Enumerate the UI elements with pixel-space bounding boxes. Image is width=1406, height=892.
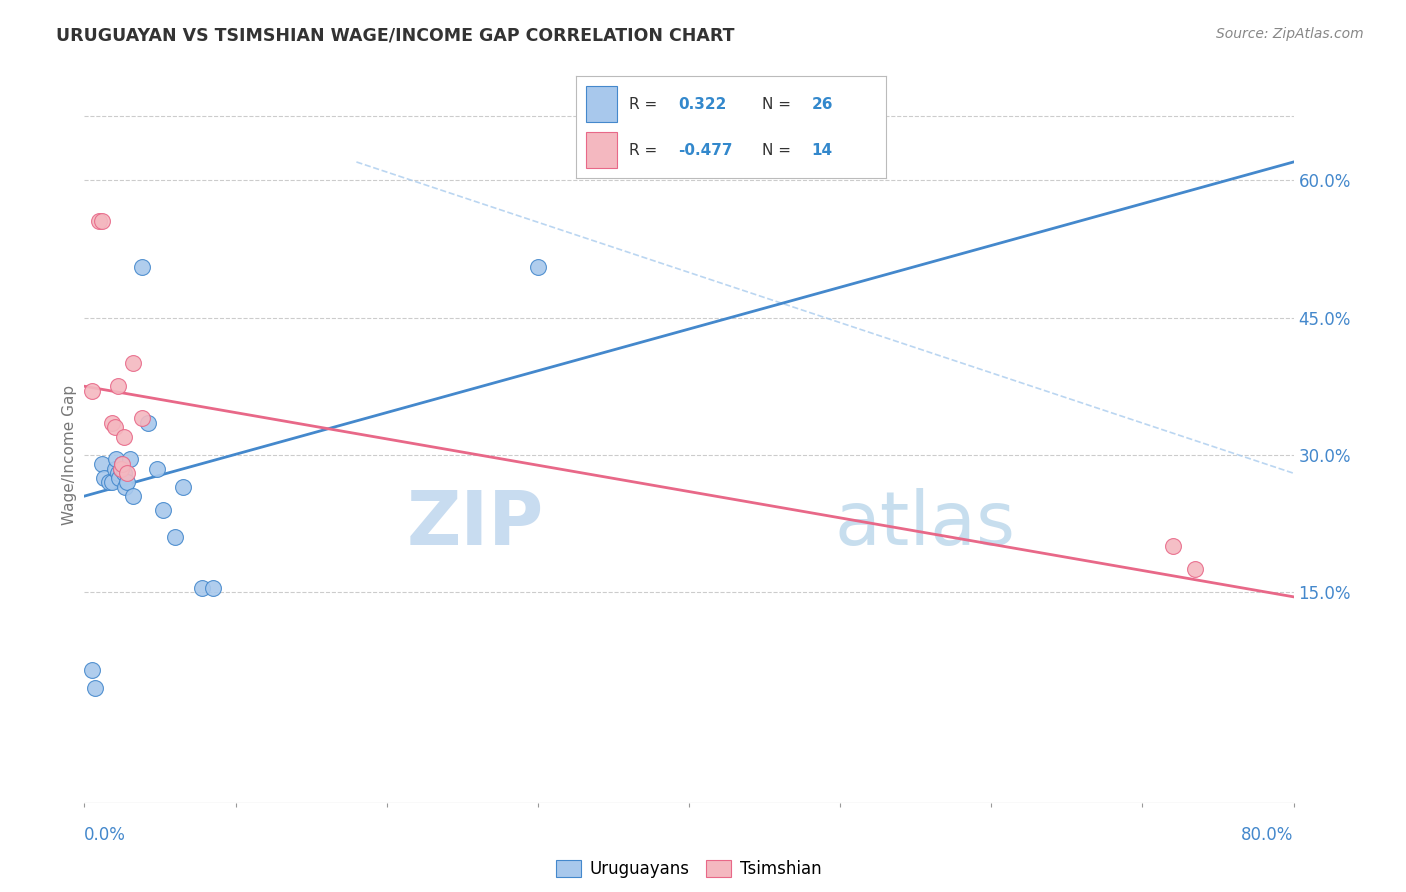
Point (121, 489, 143, 503)
Point (93, 471, 115, 485)
Point (80, 663, 103, 677)
Text: 80.0%: 80.0% (1241, 826, 1294, 844)
Point (105, 452, 128, 467)
Point (146, 461, 169, 475)
Point (104, 461, 127, 475)
FancyBboxPatch shape (586, 132, 617, 168)
Point (191, 581, 214, 595)
Legend: Uruguayans, Tsimshian: Uruguayans, Tsimshian (550, 854, 828, 885)
Point (131, 260, 153, 275)
Point (115, 467, 138, 481)
Text: R =: R = (628, 143, 662, 158)
Text: 26: 26 (811, 96, 832, 112)
Point (111, 457, 134, 471)
Text: N =: N = (762, 143, 796, 158)
Point (1161, 540, 1184, 554)
Point (89, 214, 111, 228)
Point (107, 379, 129, 393)
Point (115, 475, 138, 490)
Point (91, 214, 114, 228)
Point (104, 420, 127, 434)
Point (84, 681, 107, 696)
Text: 0.0%: 0.0% (84, 826, 127, 844)
Point (136, 416, 159, 430)
Point (1184, 562, 1206, 576)
Point (110, 461, 132, 475)
Point (118, 452, 141, 467)
Point (114, 480, 136, 494)
Point (112, 429, 135, 443)
Point (91, 457, 114, 471)
Point (201, 581, 224, 595)
Text: 14: 14 (811, 143, 832, 158)
Point (100, 475, 122, 490)
Text: Source: ZipAtlas.com: Source: ZipAtlas.com (1216, 27, 1364, 41)
Text: N =: N = (762, 96, 796, 112)
Point (97, 475, 120, 490)
Point (110, 461, 132, 475)
FancyBboxPatch shape (586, 87, 617, 122)
Text: atlas: atlas (834, 488, 1015, 561)
Point (165, 530, 187, 544)
Point (111, 457, 134, 471)
Point (527, 260, 550, 275)
Text: -0.477: -0.477 (679, 143, 733, 158)
Point (80, 384, 103, 398)
Point (107, 467, 129, 481)
Text: ZIP: ZIP (406, 488, 544, 561)
Point (172, 480, 194, 494)
Point (121, 356, 143, 370)
Y-axis label: Wage/Income Gap: Wage/Income Gap (62, 384, 77, 525)
Point (108, 471, 131, 485)
Point (112, 467, 135, 481)
Text: 0.322: 0.322 (679, 96, 727, 112)
Point (100, 416, 122, 430)
Point (152, 503, 174, 517)
Point (131, 411, 153, 425)
Text: URUGUAYAN VS TSIMSHIAN WAGE/INCOME GAP CORRELATION CHART: URUGUAYAN VS TSIMSHIAN WAGE/INCOME GAP C… (56, 27, 735, 45)
Text: R =: R = (628, 96, 662, 112)
